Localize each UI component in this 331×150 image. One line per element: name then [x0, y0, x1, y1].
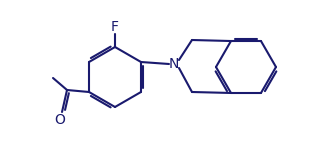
Text: N: N — [169, 57, 179, 71]
Text: O: O — [55, 113, 66, 127]
Text: F: F — [111, 20, 119, 34]
